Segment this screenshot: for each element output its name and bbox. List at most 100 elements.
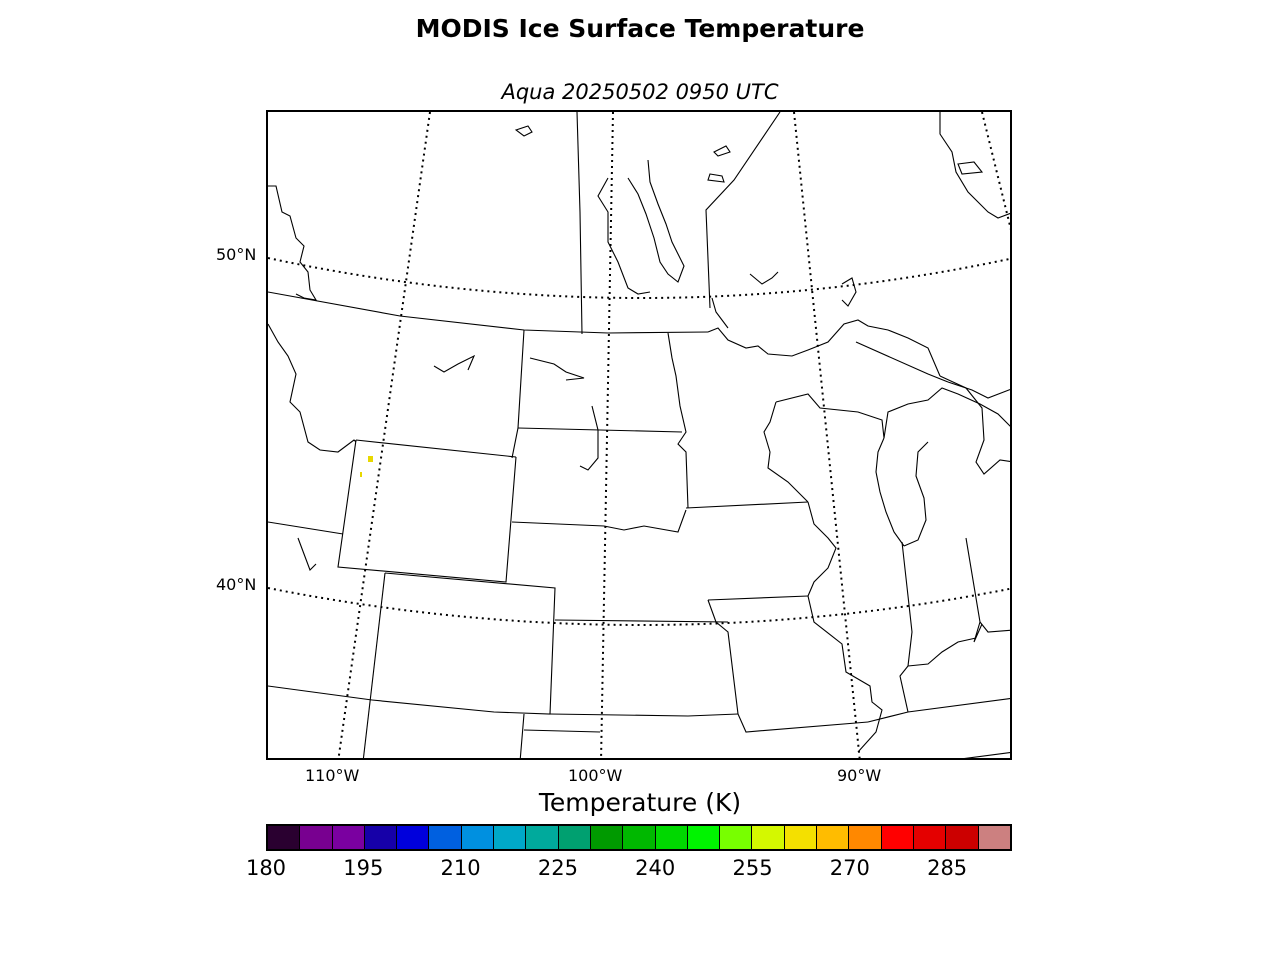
colorbar-tick-label: 195 bbox=[343, 856, 384, 880]
michigan-upper bbox=[883, 387, 1010, 439]
colorbar-swatch bbox=[752, 826, 785, 849]
il-in-boundary bbox=[899, 541, 913, 713]
colorbar-swatch bbox=[526, 826, 559, 849]
colorbar-swatch bbox=[881, 826, 914, 849]
lat-label-40n: 40°N bbox=[216, 575, 257, 594]
graticule-lat-40 bbox=[268, 587, 1010, 626]
lake-superior-shore bbox=[707, 319, 941, 377]
colorbar-swatch bbox=[720, 826, 753, 849]
lon-label-110w: 110°W bbox=[305, 766, 360, 785]
idaho-boundary bbox=[268, 323, 357, 453]
colorbar-swatch bbox=[817, 826, 850, 849]
wyoming-box bbox=[337, 439, 517, 583]
colorbar-swatch bbox=[590, 826, 624, 849]
arizona-nm-line bbox=[268, 685, 373, 701]
colorbar-swatch bbox=[687, 826, 721, 849]
sask-manitoba bbox=[576, 112, 583, 335]
ks-ok-boundary bbox=[549, 713, 739, 717]
ontario-shore bbox=[855, 341, 949, 383]
lake-oahe bbox=[579, 405, 599, 471]
manitoba-ontario bbox=[705, 112, 781, 309]
map-svg bbox=[268, 112, 1010, 758]
colorbar-swatch bbox=[429, 826, 462, 849]
colorbar-tick-label: 180 bbox=[245, 856, 287, 880]
colorbar bbox=[266, 824, 1012, 851]
map-subtitle: Aqua 20250502 0950 UTC bbox=[501, 80, 779, 104]
canada-us-border bbox=[268, 291, 709, 334]
lake-michigan-east bbox=[903, 441, 929, 547]
great-salt-lake bbox=[297, 537, 317, 571]
colorbar-swatch bbox=[978, 826, 1010, 849]
colorbar-swatch bbox=[332, 826, 365, 849]
colorbar-swatch bbox=[364, 826, 398, 849]
lake-michigan-west bbox=[875, 437, 905, 547]
ne-ks-boundary bbox=[554, 619, 729, 623]
map-area bbox=[266, 110, 1012, 760]
mo-box bbox=[707, 599, 869, 733]
lon-label-100w: 100°W bbox=[568, 766, 623, 785]
hudson-bay-shore bbox=[939, 112, 1010, 219]
michigan-mitten bbox=[939, 375, 1010, 475]
nd-mt-boundary bbox=[511, 329, 525, 459]
wisconsin-north bbox=[775, 393, 885, 439]
utah-boundary bbox=[268, 521, 344, 535]
lat-label-50n: 50°N bbox=[216, 245, 257, 264]
colorbar-swatch bbox=[494, 826, 527, 849]
colorbar-tick-label: 285 bbox=[927, 856, 968, 880]
sd-ne-boundary bbox=[511, 509, 687, 533]
lake-nipigon bbox=[749, 271, 779, 285]
ok-tx bbox=[519, 713, 601, 758]
colorbar-tick-label: 240 bbox=[635, 856, 676, 880]
lake-winnipegosis bbox=[597, 177, 651, 295]
colorbar-swatch bbox=[461, 826, 495, 849]
colorbar-swatch bbox=[849, 826, 882, 849]
ice-temp-pixel bbox=[360, 472, 362, 477]
lake-north-small bbox=[707, 145, 731, 183]
colorbar-swatch bbox=[913, 826, 947, 849]
graticule-lon-80 bbox=[981, 112, 1010, 230]
lon-label-90w: 90°W bbox=[837, 766, 882, 785]
il-south bbox=[907, 637, 977, 667]
tn-south bbox=[964, 751, 1010, 758]
lake-huron bbox=[947, 381, 1010, 399]
utah-south bbox=[362, 572, 386, 758]
colorbar-label: Temperature (K) bbox=[538, 788, 742, 817]
mississippi-river bbox=[807, 595, 883, 753]
graticule-lon-110 bbox=[337, 112, 431, 758]
lake-of-the-woods bbox=[711, 297, 729, 329]
colorbar-swatch bbox=[784, 826, 818, 849]
lake-athabasca bbox=[514, 125, 533, 137]
graticule-lon-90 bbox=[793, 112, 861, 758]
montana-wyoming-boundary bbox=[355, 439, 517, 458]
ice-temp-pixel bbox=[368, 456, 373, 462]
colorbar-tick-label: 210 bbox=[440, 856, 481, 880]
ky-tn bbox=[867, 697, 1010, 723]
colorbar-swatch bbox=[946, 826, 979, 849]
colorbar-swatch bbox=[623, 826, 656, 849]
lake-winnipeg bbox=[627, 159, 685, 283]
in-south bbox=[979, 621, 1010, 633]
ia-east bbox=[807, 501, 837, 597]
colorbar-tick-label: 255 bbox=[732, 856, 773, 880]
colorbar-swatch bbox=[268, 826, 301, 849]
ia-north bbox=[685, 501, 809, 509]
pacific-coast-border bbox=[268, 185, 318, 301]
wisconsin-west bbox=[763, 401, 809, 503]
nd-sd-boundary bbox=[517, 427, 683, 433]
colorbar-tick-label: 270 bbox=[829, 856, 870, 880]
colorbar-swatch bbox=[655, 826, 688, 849]
lake-sakakawea bbox=[433, 354, 476, 373]
colorbar-swatch bbox=[397, 826, 430, 849]
in-oh bbox=[965, 537, 983, 643]
mn-western bbox=[667, 332, 689, 509]
colorbar-swatch bbox=[300, 826, 333, 849]
lake-manitoba bbox=[841, 277, 857, 307]
graticule-lat-50 bbox=[268, 257, 1010, 299]
colorbar-swatch bbox=[558, 826, 591, 849]
colorbar-tick-label: 225 bbox=[537, 856, 578, 880]
hudson-bay-islands bbox=[957, 161, 984, 175]
missouri-river bbox=[529, 357, 585, 381]
ia-south bbox=[707, 595, 809, 601]
colorado-box bbox=[371, 572, 556, 715]
map-title: MODIS Ice Surface Temperature bbox=[415, 14, 865, 43]
